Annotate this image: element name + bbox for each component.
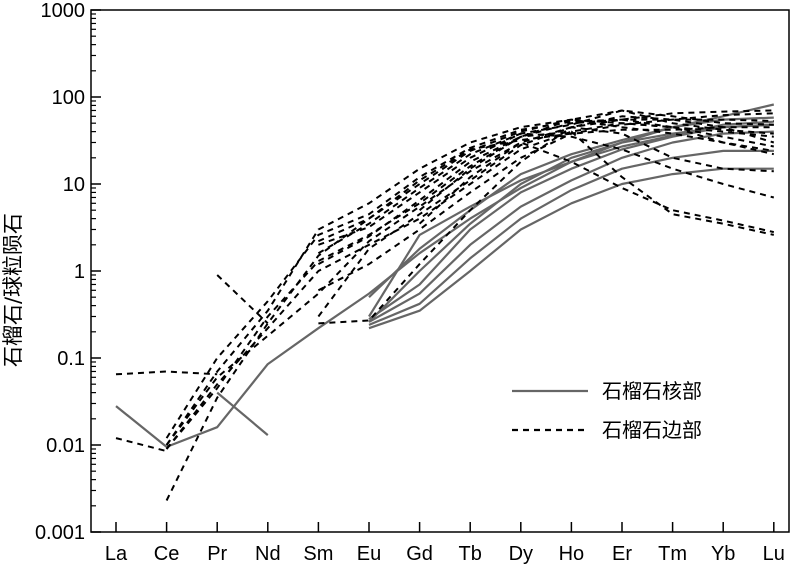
y-tick-label: 0.1 xyxy=(57,348,85,370)
x-tick-label-la: La xyxy=(105,543,128,565)
x-tick-label-gd: Gd xyxy=(406,543,433,565)
rim-line-5 xyxy=(165,118,775,450)
series-layer xyxy=(115,103,775,501)
x-axis-ticks: La Ce Pr Nd Sm Eu Gd Tb Dy Ho Er Tm Yb Lu xyxy=(105,522,785,565)
rim-line-16 xyxy=(418,130,775,236)
y-tick-label: 100 xyxy=(52,87,85,109)
rim-line-8 xyxy=(165,118,774,446)
rim-line-7 xyxy=(165,122,774,450)
x-tick-label-nd: Nd xyxy=(255,543,281,565)
core-line-5 xyxy=(368,130,774,323)
x-tick-label-er: Er xyxy=(612,543,632,565)
plot-frame xyxy=(90,9,790,533)
rim-line-1 xyxy=(115,370,218,376)
x-tick-label-tb: Tb xyxy=(459,543,482,565)
rim-line-14 xyxy=(318,126,774,325)
x-tick-label-eu: Eu xyxy=(357,543,381,565)
core-line-3 xyxy=(368,167,774,330)
rim-line-4 xyxy=(165,118,774,501)
rim-line-11 xyxy=(317,109,774,318)
rim-line-6 xyxy=(165,115,775,446)
x-tick-label-yb: Yb xyxy=(711,543,735,565)
y-axis-title: 石榴石/球粒陨石 xyxy=(1,213,25,367)
legend-label-core: 石榴石核部 xyxy=(602,379,702,403)
x-tick-label-pr: Pr xyxy=(207,543,227,565)
x-tick-label-tm: Tm xyxy=(658,543,687,565)
y-axis-ticks: 0.001 0.01 0.1 1 10 100 1000 xyxy=(35,0,101,544)
x-tick-label-sm: Sm xyxy=(303,543,333,565)
rim-line-9 xyxy=(165,118,774,439)
core-line-7 xyxy=(368,120,774,318)
core-line-4 xyxy=(368,149,774,326)
rim-line-15 xyxy=(418,141,775,234)
rim-line-3 xyxy=(216,274,269,325)
y-tick-label: 1000 xyxy=(41,0,86,22)
rim-line-17 xyxy=(317,132,775,255)
rim-line-18 xyxy=(317,126,774,243)
x-tick-label-dy: Dy xyxy=(509,543,533,565)
legend-label-rim: 石榴石边部 xyxy=(602,418,702,442)
x-tick-label-lu: Lu xyxy=(763,543,785,565)
rim-line-2 xyxy=(115,437,167,453)
x-tick-label-ho: Ho xyxy=(559,543,585,565)
legend: 石榴石核部 石榴石边部 xyxy=(512,379,702,442)
y-tick-label: 0.01 xyxy=(46,435,85,457)
rim-line-13 xyxy=(317,109,774,265)
y-tick-label: 0.001 xyxy=(35,522,85,544)
core-line-2 xyxy=(216,391,269,436)
y-tick-label: 10 xyxy=(63,174,85,196)
x-tick-label-ce: Ce xyxy=(154,543,180,565)
y-tick-label: 1 xyxy=(74,261,85,283)
